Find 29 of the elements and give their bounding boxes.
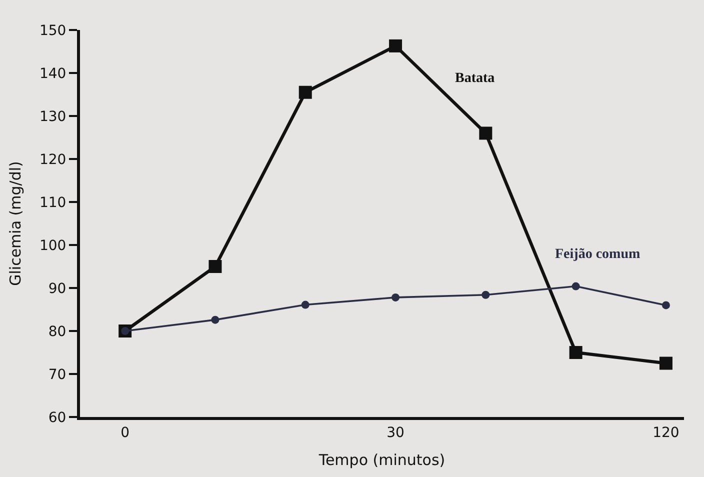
y-tick-label: 130 — [39, 108, 66, 125]
x-tick-label: 0 — [120, 424, 130, 441]
y-tick-label: 80 — [48, 324, 66, 340]
point — [569, 346, 582, 359]
point — [479, 126, 492, 140]
point — [392, 293, 400, 302]
y-tick-label: 100 — [39, 238, 66, 254]
point — [301, 300, 310, 309]
x-axis-title: Tempo (minutos) — [318, 450, 446, 469]
y-axis-title: Glicemia (mg/dl) — [6, 161, 25, 286]
point — [298, 86, 312, 99]
series-label: Batata — [455, 71, 495, 86]
point — [662, 301, 670, 310]
point — [211, 316, 220, 324]
y-tick-label: 90 — [48, 280, 66, 297]
point — [659, 356, 672, 370]
y-tick-label: 70 — [48, 366, 66, 383]
point — [389, 39, 402, 52]
point — [482, 290, 490, 299]
x-tick-label: 120 — [652, 424, 680, 441]
y-tick-label: 110 — [39, 194, 66, 211]
x-tick-label: 30 — [386, 424, 404, 441]
series-label: Feijão comum — [555, 247, 640, 262]
point — [572, 282, 580, 290]
point — [208, 260, 222, 273]
y-tick-label: 140 — [39, 66, 66, 82]
y-tick-label: 150 — [39, 22, 66, 39]
y-tick-label: 120 — [39, 152, 66, 168]
y-tick-label: 60 — [48, 410, 66, 426]
